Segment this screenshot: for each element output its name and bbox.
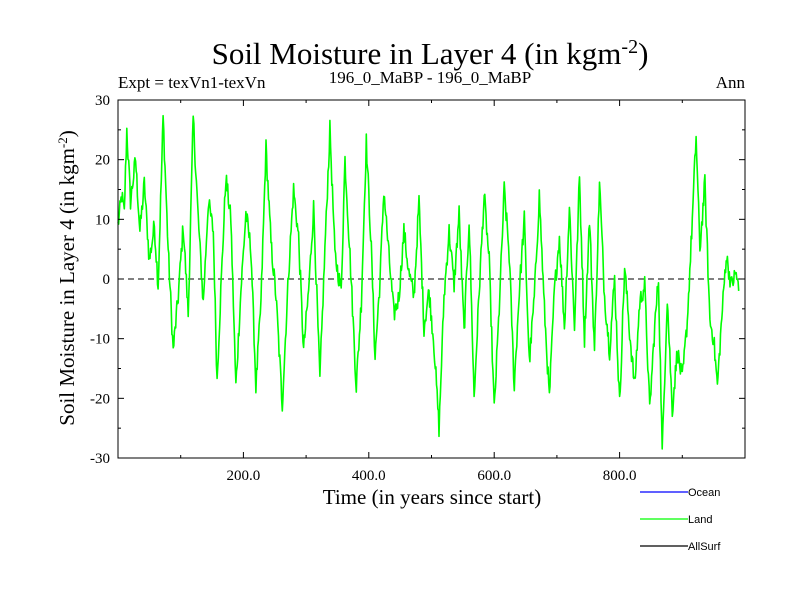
- legend-label-ocean: Ocean: [688, 487, 720, 499]
- y-tick-label: -10: [90, 332, 110, 348]
- y-axis-title-main: Soil Moisture in Layer 4 (in kgm: [55, 148, 79, 426]
- chart-title: Soil Moisture in Layer 4 (in kgm-2): [212, 36, 649, 71]
- y-tick-label: 30: [95, 93, 110, 109]
- y-tick-label: -30: [90, 451, 110, 467]
- y-axis-title: Soil Moisture in Layer 4 (in kgm-2): [55, 130, 80, 425]
- y-axis-title-exponent: -2: [55, 137, 70, 148]
- x-tick-label: 400.0: [352, 468, 386, 484]
- plot-area: [117, 114, 745, 450]
- series-line-land: [117, 114, 740, 450]
- chart-title-exponent: -2: [621, 36, 638, 58]
- chart-title-main: Soil Moisture in Layer 4 (in kgm: [212, 36, 622, 71]
- axis-ticks: -30 -20 -10 0 10 20 30 200.0 400.0 600.0 800.0: [90, 93, 745, 484]
- y-tick-label: -20: [90, 391, 110, 407]
- subtitle-right: Ann: [716, 73, 746, 92]
- chart-title-suffix: ): [638, 36, 648, 71]
- legend-label-land: Land: [688, 514, 712, 526]
- x-tick-label: 200.0: [227, 468, 261, 484]
- legend: Ocean Land AllSurf: [640, 487, 721, 553]
- y-axis-title-suffix: ): [55, 130, 79, 137]
- subtitle-center: 196_0_MaBP - 196_0_MaBP: [329, 68, 531, 87]
- subtitle-left: Expt = texVn1-texVn: [118, 73, 266, 92]
- x-tick-label: 600.0: [477, 468, 511, 484]
- y-tick-label: 0: [103, 272, 111, 288]
- legend-label-allsurf: AllSurf: [688, 541, 721, 553]
- y-tick-label: 20: [95, 153, 110, 169]
- x-tick-label: 800.0: [603, 468, 637, 484]
- x-axis-title: Time (in years since start): [323, 485, 542, 509]
- y-tick-label: 10: [95, 212, 110, 228]
